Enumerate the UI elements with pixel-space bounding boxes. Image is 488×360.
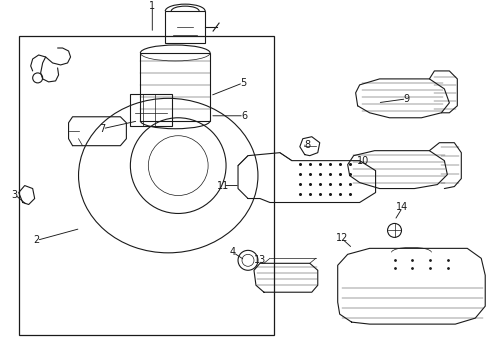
Text: 1: 1 [149,1,155,11]
Bar [165,11,204,43]
Bar [130,94,172,126]
Text: 12: 12 [335,233,347,243]
Text: 11: 11 [217,181,229,190]
Text: 4: 4 [229,247,236,257]
Bar [140,53,210,121]
Text: 5: 5 [240,78,245,88]
Text: 7: 7 [99,124,105,134]
Text: 2: 2 [34,235,40,246]
Text: 6: 6 [241,111,246,121]
Text: 9: 9 [403,94,409,104]
Text: 10: 10 [356,156,368,166]
Text: 14: 14 [396,202,408,212]
Text: 13: 13 [253,255,265,265]
Text: 8: 8 [304,140,310,150]
Text: 3: 3 [12,189,18,199]
Bar [19,36,273,335]
